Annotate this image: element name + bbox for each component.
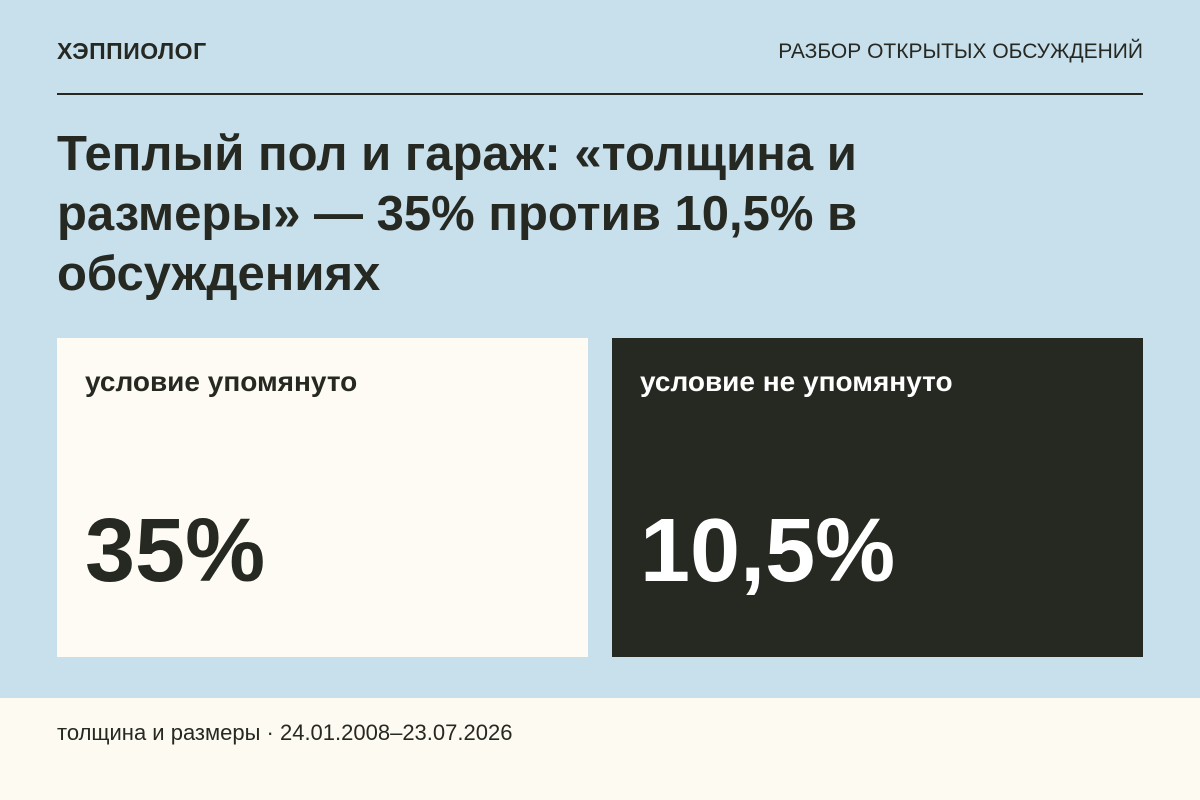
footer: толщина и размеры · 24.01.2008–23.07.202… [0, 698, 1200, 800]
title: Теплый пол и гараж: «толщина и размеры» … [57, 127, 858, 301]
footer-text: толщина и размеры · 24.01.2008–23.07.202… [57, 720, 513, 745]
card-label: условие не упомянуто [640, 366, 953, 397]
card-value: 10,5% [640, 501, 896, 601]
card: условие не упомянуто 10,5% [612, 338, 1143, 657]
divider [57, 93, 1143, 95]
brand: ХЭППИОЛОГ [57, 38, 207, 64]
card-value: 35% [85, 501, 266, 601]
section-label: РАЗБОР ОТКРЫТЫХ ОБСУЖДЕНИЙ [778, 40, 1143, 63]
card-label: условие упомянуто [85, 366, 358, 397]
card: условие упомянуто 35% [57, 338, 588, 657]
